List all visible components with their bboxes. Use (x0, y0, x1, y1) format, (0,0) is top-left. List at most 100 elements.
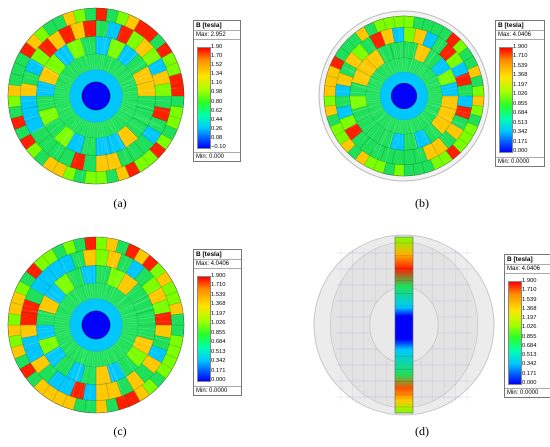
flux-line (406, 40, 410, 73)
flux-line (121, 101, 172, 114)
flux-line (412, 44, 424, 74)
winding-segment (344, 122, 363, 141)
magnet-segment (430, 114, 452, 135)
winding-segment (30, 276, 51, 296)
flux-line (56, 276, 83, 303)
legend-tick: 1.710 (513, 53, 528, 60)
flux-line (417, 115, 434, 152)
flux-line (372, 115, 391, 151)
flux-line (105, 120, 127, 152)
flux-line (354, 58, 386, 81)
legend-tick: 0.513 (513, 119, 528, 126)
flux-line (92, 122, 96, 149)
winding-segment (151, 69, 171, 86)
flux-line (116, 112, 151, 137)
legend-tick: 0.684 (513, 110, 528, 117)
flux-line (73, 349, 87, 388)
flux-line (421, 48, 453, 80)
legend-tick: 1.34 (211, 71, 223, 78)
stator-tooth (10, 115, 27, 130)
stator-tooth (19, 133, 37, 150)
flux-line (100, 260, 109, 300)
winding-segment (151, 106, 171, 123)
flux-line (351, 103, 382, 113)
stator-tooth (141, 25, 159, 43)
winding-segment (21, 106, 41, 123)
flux-line (120, 104, 157, 124)
magnet-segment (80, 136, 97, 157)
flux-line (45, 276, 76, 309)
flux-line (414, 50, 432, 75)
stator-tooth (445, 32, 461, 48)
flux-line (38, 64, 75, 81)
flux-line (112, 269, 139, 305)
flux-line (96, 122, 100, 169)
flux-line (74, 350, 89, 381)
flux-line (118, 109, 162, 127)
flux-line (119, 287, 158, 313)
flux-line (394, 45, 401, 73)
flux-line (412, 118, 426, 143)
winding-segment (154, 311, 172, 326)
magnet-segment (365, 122, 386, 144)
winding-segment (391, 149, 405, 166)
stator-tooth (329, 122, 345, 137)
winding-segment (438, 130, 457, 149)
winding-segment (380, 146, 395, 165)
magnet-segment (65, 132, 86, 155)
winding-segment (335, 105, 354, 120)
legend-title: B [tesla] (496, 21, 544, 31)
flux-line (26, 332, 71, 346)
legend-tick: 0.855 (522, 333, 537, 340)
legend-tick: 0.342 (513, 129, 528, 136)
flux-line (88, 33, 94, 70)
magnet-segment (351, 68, 371, 87)
flux-line (102, 18, 110, 71)
flux-line (74, 121, 89, 164)
flux-line (122, 328, 153, 334)
stator-tooth (403, 163, 415, 177)
flux-line (54, 272, 78, 307)
magnet-segment (43, 53, 67, 76)
flux-line (119, 335, 154, 358)
legend-tick: 1.70 (211, 53, 223, 60)
flux-line (122, 315, 167, 322)
flux-line (15, 97, 70, 102)
flux-line (119, 108, 154, 127)
flux-line (376, 116, 393, 157)
flux-line (98, 122, 105, 171)
flux-line (121, 312, 161, 320)
flux-line (373, 55, 391, 77)
flux-line (379, 46, 394, 75)
flux-line (37, 316, 70, 322)
stator-tooth (334, 130, 350, 145)
stator-tooth (62, 239, 77, 256)
legend-tick: 1.539 (522, 296, 537, 303)
flux-line (415, 53, 436, 76)
flux-line (82, 350, 92, 397)
legend-tick: 1.710 (211, 282, 226, 289)
flux-line (427, 83, 461, 92)
legend-tick: 0.684 (522, 342, 537, 349)
flux-line (425, 107, 472, 130)
stator-tooth (84, 236, 97, 251)
winding-segment (21, 298, 41, 315)
flux-line (96, 351, 99, 398)
stator-tooth (115, 394, 130, 411)
legend-tick: 1.368 (513, 72, 528, 79)
flux-line (56, 117, 82, 158)
winding-segment (134, 266, 155, 287)
flux-line (424, 108, 463, 131)
flux-line (62, 266, 80, 305)
flux-line (356, 60, 387, 80)
shaft-core (81, 81, 111, 111)
flux-line (426, 76, 459, 90)
flux-line (40, 319, 70, 324)
flux-line (50, 343, 78, 366)
winding-segment (57, 147, 76, 168)
winding-segment (445, 122, 464, 141)
flux-line (105, 45, 122, 72)
flux-line (110, 117, 130, 166)
winding-segment (116, 376, 135, 397)
flux-line (119, 62, 162, 86)
